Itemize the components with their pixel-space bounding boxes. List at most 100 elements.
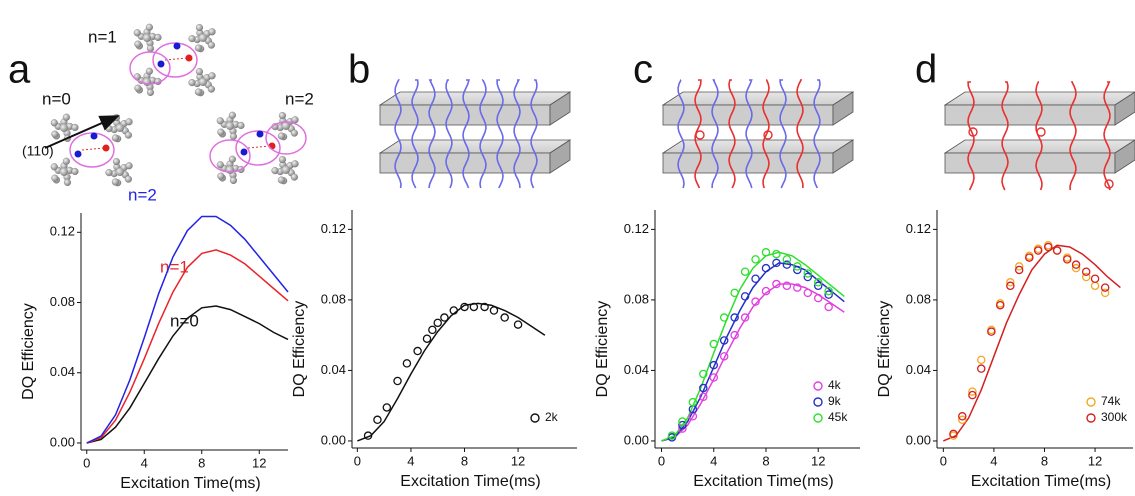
atom [105,169,113,177]
data-point [968,390,977,400]
atom [112,158,121,166]
atom [116,124,124,132]
atom [216,161,224,169]
y-tick-label: 0.12 [321,221,346,236]
direction-arrow [44,115,120,149]
x-axis-label: Excitation Time(ms) [971,473,1111,490]
polymer-chain [796,79,804,189]
data-point [1006,281,1015,291]
data-point [730,313,739,322]
data-point [751,255,760,264]
atom [116,168,124,176]
data-point [995,300,1005,310]
y-tick-label: 0.00 [50,434,75,449]
atom [229,176,238,184]
data-point [730,330,739,340]
atom [50,163,58,171]
slab-top [661,91,855,106]
atom [154,33,162,41]
atom [62,157,70,165]
y-axis-label: DQ Efficiency [594,301,611,398]
legend-marker [530,413,540,423]
polymer-chain [1069,81,1077,191]
data-point [667,431,677,440]
y-tick-label: 0.04 [321,362,346,377]
x-tick-label: 0 [940,453,947,468]
legend-marker [813,397,823,407]
unit-cell-ring [235,130,281,166]
slab-front [944,104,1116,126]
data-point [460,302,469,312]
x-tick-label: 12 [811,453,825,468]
atom [228,155,236,163]
atom [195,68,204,76]
data-point [813,281,823,291]
atom [216,117,224,125]
data-point [949,429,958,439]
atom [217,172,225,180]
data-point [688,397,698,407]
legend-marker [1086,397,1096,407]
data-point [709,360,719,370]
y-tick-label: 0.00 [906,432,931,447]
data-point [782,281,792,291]
slab-front [944,152,1116,174]
polymer-chain [394,79,402,189]
x-tick-label: 4 [710,453,717,468]
data-point [803,269,813,278]
data-point [793,265,802,275]
data-point [1081,272,1091,282]
oxygen [185,54,193,62]
atom [71,123,79,131]
data-point [772,279,781,289]
data-point [469,302,479,312]
slab-side [549,139,571,174]
unit-cell-ring [129,51,171,85]
fit-line [357,302,546,442]
polymer-chain [496,79,504,189]
panel-letter: c [633,48,653,92]
atom [271,167,279,175]
data-point [977,364,986,373]
atom [291,160,299,168]
x-tick-label: 12 [252,455,266,470]
series-label: n=0 [170,311,199,330]
atom [195,24,204,32]
series-label: n=1 [160,257,189,276]
data-point [1090,281,1100,291]
data-point [793,262,802,271]
data-point [709,339,719,349]
atom [145,23,153,31]
y-tick-label: 0.08 [50,294,75,309]
atom [278,112,287,120]
data-point [1033,246,1043,255]
atom [194,44,202,52]
atom [124,175,132,183]
slab-top [378,139,572,154]
atom [133,29,141,37]
chain-loop [763,130,773,140]
data-point [382,403,392,412]
atom [111,134,119,142]
atom [146,44,155,52]
schematic-label: (110) [22,143,54,159]
legend-marker [813,413,823,423]
polymer-chain [462,79,470,189]
legend-label: 74k [1101,394,1121,408]
panel-letter: a [8,48,31,92]
data-point [813,278,823,287]
data-point [1071,260,1081,269]
x-tick-label: 8 [1041,453,1048,468]
data-point [719,352,729,361]
polymer-chain [428,79,436,189]
data-point [719,313,729,322]
data-point [513,320,523,329]
atom [60,124,68,132]
data-point [968,387,977,396]
atom [111,178,119,186]
atom [134,84,142,92]
data-point [1071,263,1081,273]
data-point [1081,267,1091,276]
data-point [824,302,833,312]
y-tick-label: 0.12 [906,221,931,236]
